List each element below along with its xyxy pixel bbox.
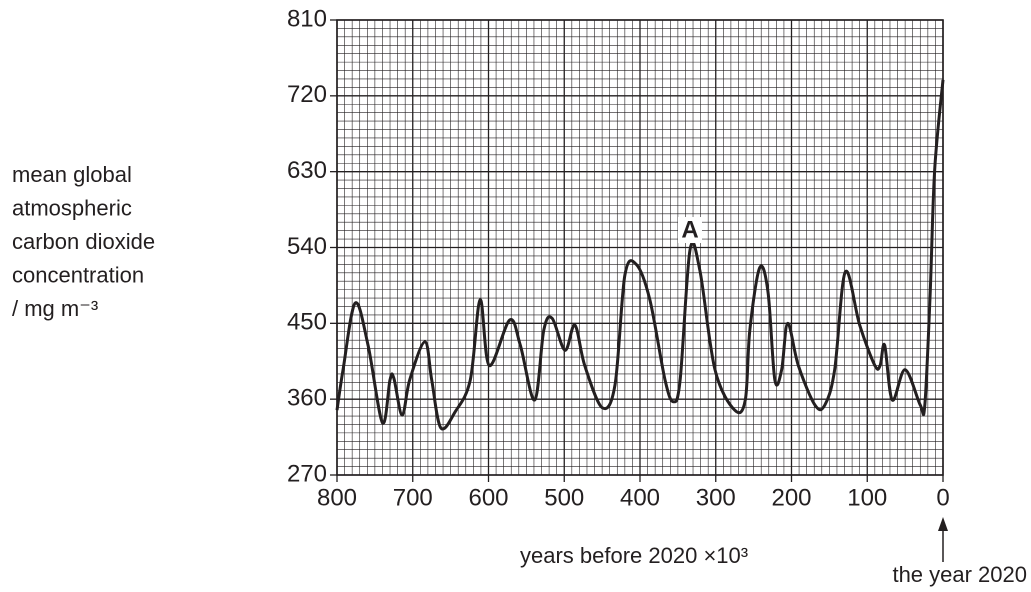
y-tick-label: 360 <box>287 385 327 412</box>
x-tick-label: 600 <box>468 484 508 511</box>
y-tick-label: 540 <box>287 233 327 260</box>
x-tick-label: 300 <box>696 484 736 511</box>
annotation-bg <box>677 217 702 244</box>
y-axis-label: concentration <box>12 262 144 287</box>
y-tick-label: 450 <box>287 309 327 336</box>
y-tick-label: 720 <box>287 81 327 108</box>
y-axis-label: atmospheric <box>12 195 132 220</box>
plot-frame <box>336 19 944 476</box>
y-axis-label: mean global <box>12 162 132 187</box>
y-axis-label: carbon dioxide <box>12 229 155 254</box>
x-tick-label: 500 <box>544 484 584 511</box>
y-axis-label: / mg m⁻³ <box>12 296 98 321</box>
x-tick-label: 700 <box>393 484 433 511</box>
data-line <box>335 79 945 431</box>
x-axis-label: years before 2020 ×10³ <box>520 543 748 568</box>
y-tick-label: 630 <box>287 157 327 184</box>
arrow-head <box>938 517 948 531</box>
y-tick-label: 270 <box>287 460 327 487</box>
x-tick-label: 200 <box>771 484 811 511</box>
x-tick-label: 0 <box>936 484 949 511</box>
y-tick-label: 810 <box>287 5 327 32</box>
x-tick-label: 400 <box>620 484 660 511</box>
x-tick-label: 100 <box>847 484 887 511</box>
annotation: A <box>681 216 698 243</box>
annotation: the year 2020 <box>892 562 1027 587</box>
x-tick-label: 800 <box>317 484 357 511</box>
